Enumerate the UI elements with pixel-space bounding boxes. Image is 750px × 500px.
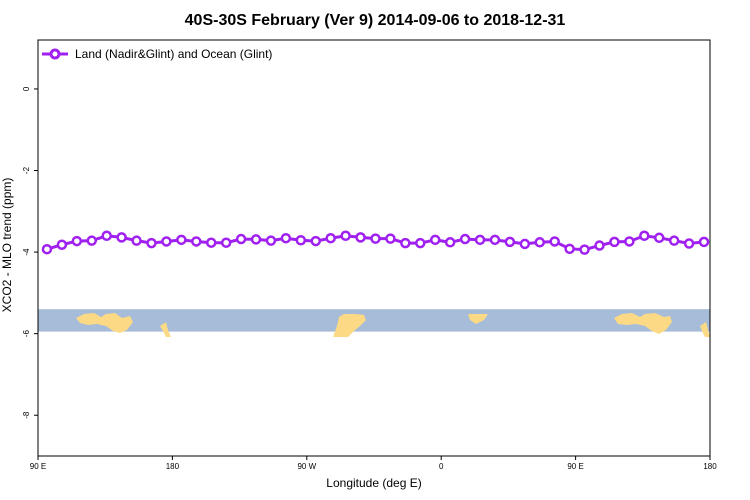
data-point: [459, 233, 471, 245]
legend: Land (Nadir&Glint) and Ocean (Glint): [42, 47, 272, 61]
data-point: [161, 236, 172, 247]
y-tick-label: -4: [22, 248, 31, 256]
y-tick-label: -6: [22, 330, 31, 338]
x-tick-label: 90 E: [30, 462, 46, 471]
x-axis-title: Longitude (deg E): [326, 476, 421, 490]
data-point: [474, 234, 486, 246]
data-point: [429, 234, 441, 246]
data-point: [56, 239, 68, 250]
y-tick-label: -8: [22, 411, 31, 419]
y-tick-label: 0: [22, 86, 31, 91]
data-point: [519, 238, 531, 250]
data-point: [639, 230, 650, 242]
y-axis: 0 -2 -4 -6 -8: [22, 86, 38, 419]
x-axis: 90 E 180 90 W 0 90 E 180: [30, 456, 717, 471]
legend-swatch-marker: [49, 48, 61, 60]
map-land: [76, 313, 710, 337]
data-point: [370, 233, 381, 244]
series-layer: [41, 230, 710, 255]
data-point: [698, 236, 710, 248]
data-point: [265, 235, 277, 246]
data-point: [340, 230, 351, 242]
x-tick-label: 180: [166, 462, 180, 471]
data-point: [504, 236, 516, 248]
x-tick-label: 90 W: [297, 462, 316, 471]
land-newzealand-1: [160, 322, 171, 337]
data-point: [489, 234, 501, 246]
data-point: [101, 230, 112, 242]
data-point: [415, 237, 426, 249]
data-point: [624, 236, 635, 247]
data-point: [146, 237, 157, 249]
data-point: [385, 233, 396, 244]
data-point: [579, 244, 590, 255]
x-tick-label: 0: [439, 462, 444, 471]
map-strip: [38, 309, 710, 337]
data-point: [549, 236, 560, 247]
data-point: [205, 237, 217, 248]
map-ocean: [38, 309, 710, 332]
data-point: [116, 232, 127, 243]
land-southamerica: [333, 314, 366, 337]
data-point: [668, 235, 680, 246]
series-points: [41, 230, 710, 255]
data-point: [71, 235, 83, 247]
data-point: [594, 240, 605, 251]
data-point: [609, 236, 620, 248]
chart-title: 40S-30S February (Ver 9) 2014-09-06 to 2…: [185, 12, 566, 29]
data-point: [400, 237, 411, 249]
land-australia-1: [76, 313, 133, 333]
data-point: [191, 236, 202, 247]
data-point: [280, 232, 292, 244]
data-point: [683, 238, 695, 249]
data-point: [310, 235, 322, 247]
legend-label: Land (Nadir&Glint) and Ocean (Glint): [75, 47, 272, 61]
land-australia-2: [614, 313, 672, 334]
data-point: [295, 235, 307, 246]
y-tick-label: -2: [22, 166, 31, 174]
data-point: [86, 235, 98, 246]
plot-frame: [37, 39, 711, 457]
x-tick-label: 90 E: [567, 462, 583, 471]
y-axis-title: XCO2 - MLO trend (ppm): [0, 178, 14, 313]
data-point: [250, 234, 262, 245]
data-point: [176, 234, 187, 246]
data-point: [444, 237, 456, 248]
land-newzealand-2: [700, 322, 710, 337]
data-point: [220, 237, 232, 248]
data-point: [41, 243, 53, 255]
data-point: [653, 232, 665, 244]
data-point: [355, 232, 366, 243]
data-point: [564, 243, 575, 255]
data-point: [131, 235, 142, 246]
data-point: [325, 232, 336, 244]
data-point: [534, 237, 546, 248]
land-africa: [468, 314, 488, 324]
data-point: [235, 233, 247, 245]
x-tick-label: 180: [703, 462, 717, 471]
